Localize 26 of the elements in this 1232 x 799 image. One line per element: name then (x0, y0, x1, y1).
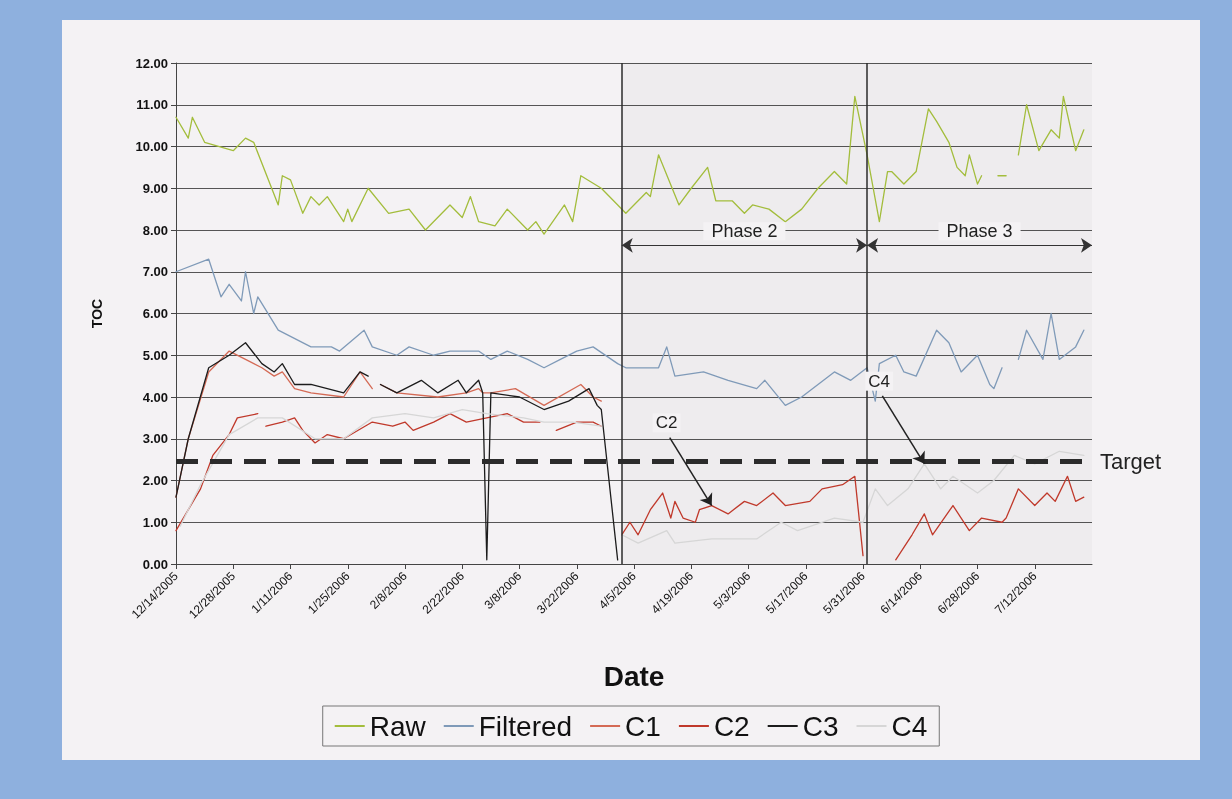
y-tick-label: 5.00 (142, 347, 168, 363)
y-tick-label: 12.00 (135, 55, 168, 71)
legend-label: C1 (625, 710, 661, 742)
y-tick-label: 3.00 (142, 431, 168, 447)
annotation: C2 (655, 413, 678, 433)
band-label: Phase 2 (711, 221, 778, 242)
y-tick-label: 11.00 (136, 97, 168, 113)
y-tick-label: 1.00 (142, 514, 168, 530)
legend-label: C4 (891, 710, 928, 742)
legend-label: Filtered (478, 710, 573, 742)
y-tick-label: 2.00 (142, 473, 168, 488)
y-tick-label: 8.00 (142, 222, 168, 238)
y-tick-label: 0.00 (142, 556, 168, 572)
y-tick-label: 7.00 (142, 264, 168, 280)
y-tick-label: 4.00 (142, 389, 168, 405)
band-label: Phase 3 (946, 221, 1013, 242)
y-tick-label: 6.00 (142, 306, 168, 321)
legend-label: Raw (369, 710, 427, 742)
x-axis-title: Date (603, 660, 665, 692)
legend-label: C3 (802, 710, 839, 742)
y-axis-title: TOC (89, 298, 105, 329)
y-tick-label: 10.00 (135, 139, 168, 154)
legend-label: C2 (713, 710, 750, 742)
ref-line-label: Target (1100, 449, 1162, 475)
annotation: C4 (868, 371, 891, 391)
y-tick-label: 9.00 (142, 180, 168, 196)
